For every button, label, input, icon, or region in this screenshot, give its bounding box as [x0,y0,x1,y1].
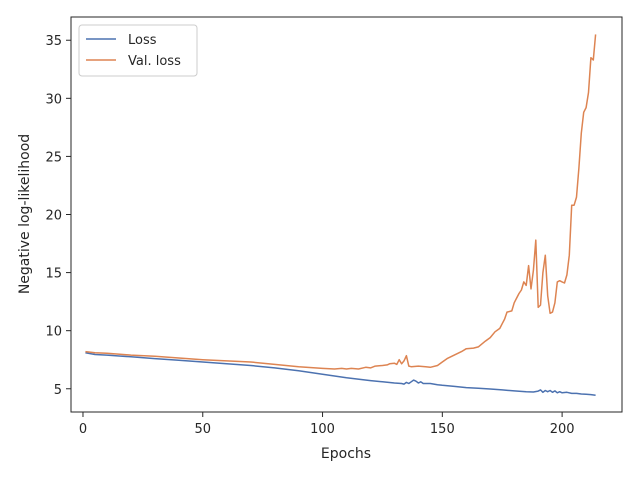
legend-label-loss: Loss [128,33,157,48]
y-tick-label: 35 [45,34,62,49]
legend-label-val-loss: Val. loss [128,54,181,69]
y-tick-label: 30 [45,92,62,107]
series-line-loss [85,352,596,396]
y-tick-label: 25 [45,150,62,165]
plot-lines [85,34,597,396]
x-tick-label: 150 [430,422,455,437]
y-axis-ticks: 5 10 15 20 25 30 35 [45,34,71,398]
x-axis-ticks: 0 50 100 150 200 [79,412,575,437]
y-tick-label: 5 [54,383,62,398]
series-line-val-loss [85,34,597,370]
x-tick-label: 200 [550,422,575,437]
y-tick-label: 10 [45,325,62,340]
y-tick-label: 20 [45,209,62,224]
x-axis-label: Epochs [321,446,371,462]
x-tick-label: 0 [79,422,87,437]
x-tick-label: 50 [194,422,211,437]
legend: Loss Val. loss [78,24,198,77]
x-tick-label: 100 [310,422,335,437]
y-axis-label: Negative log-likelihood [17,134,33,294]
legend-box [78,24,198,77]
y-tick-label: 15 [45,267,62,282]
